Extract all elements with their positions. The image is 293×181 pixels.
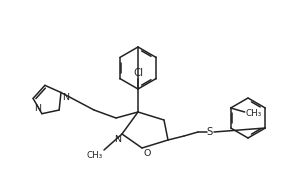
Text: CH₃: CH₃ xyxy=(87,151,103,160)
Text: CH₃: CH₃ xyxy=(246,108,262,117)
Text: N: N xyxy=(62,94,69,102)
Text: S: S xyxy=(207,127,213,137)
Text: Cl: Cl xyxy=(133,68,143,78)
Text: O: O xyxy=(143,149,150,158)
Text: N: N xyxy=(114,135,121,144)
Text: N: N xyxy=(34,104,41,113)
